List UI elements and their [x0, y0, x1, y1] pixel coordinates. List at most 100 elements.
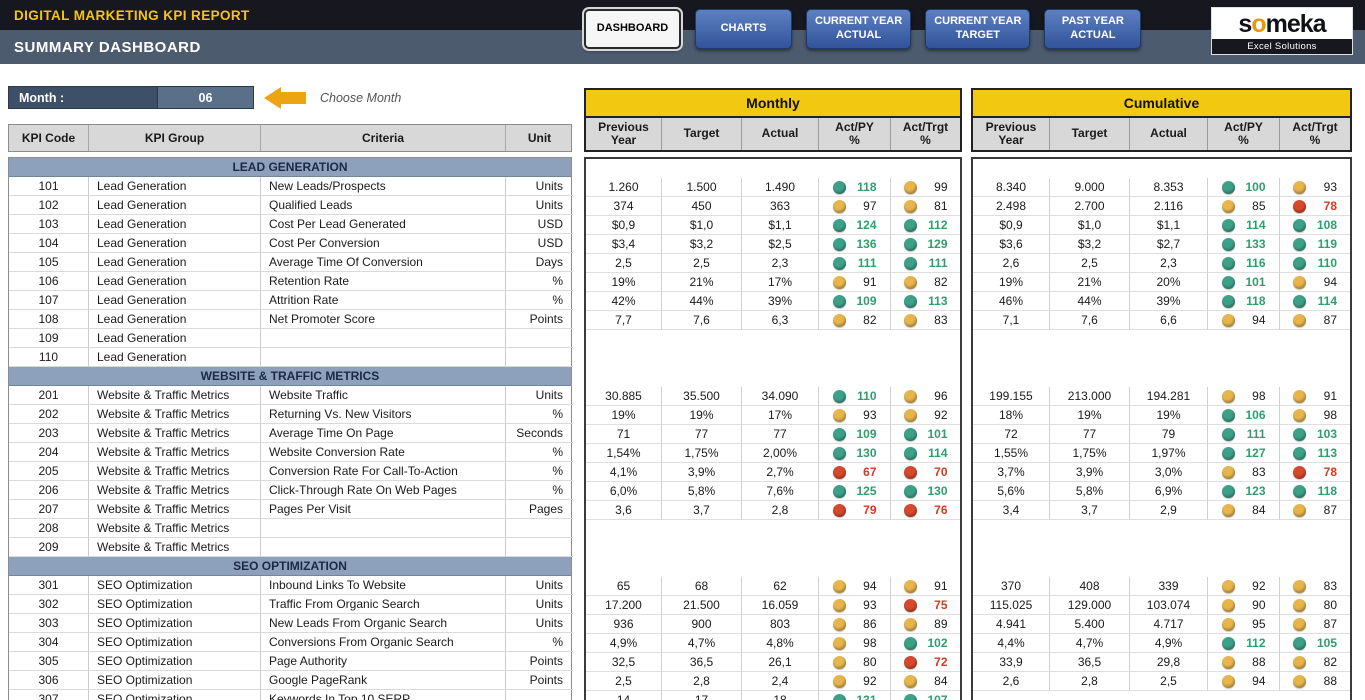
act-trgt-cell[interactable]: 113 [891, 292, 960, 311]
kpi-criteria-cell[interactable]: Website Traffic [261, 386, 506, 405]
kpi-unit-cell[interactable]: % [506, 462, 573, 481]
kpi-unit-cell[interactable]: % [506, 291, 573, 310]
previous-year-cell[interactable]: 1,55% [973, 444, 1050, 463]
actual-cell[interactable]: 2,5 [1130, 672, 1208, 691]
kpi-criteria-cell[interactable]: Net Promoter Score [261, 310, 506, 329]
act-trgt-cell[interactable]: 84 [891, 672, 960, 691]
kpi-group-cell[interactable]: SEO Optimization [89, 633, 261, 652]
nav-button-2[interactable]: CURRENT YEAR ACTUAL [806, 9, 912, 49]
act-trgt-cell[interactable]: 82 [1280, 653, 1350, 672]
kpi-criteria-cell[interactable] [261, 519, 506, 538]
kpi-code-cell[interactable]: 201 [9, 386, 89, 405]
previous-year-cell[interactable]: 30.885 [586, 387, 662, 406]
previous-year-cell[interactable]: 7,7 [586, 311, 662, 330]
previous-year-cell[interactable]: 2,5 [586, 672, 662, 691]
kpi-group-cell[interactable]: Lead Generation [89, 329, 261, 348]
act-py-cell[interactable]: 124 [819, 216, 891, 235]
target-cell[interactable]: 21% [662, 273, 742, 292]
target-cell[interactable]: 21.500 [662, 596, 742, 615]
target-cell[interactable]: 7,6 [662, 311, 742, 330]
actual-cell[interactable]: 39% [742, 292, 819, 311]
act-py-cell[interactable]: 83 [1208, 463, 1280, 482]
kpi-criteria-cell[interactable]: Inbound Links To Website [261, 576, 506, 595]
kpi-group-cell[interactable]: Website & Traffic Metrics [89, 386, 261, 405]
kpi-code-cell[interactable]: 302 [9, 595, 89, 614]
previous-year-cell[interactable]: 3,4 [973, 501, 1050, 520]
kpi-code-cell[interactable]: 203 [9, 424, 89, 443]
act-py-cell[interactable]: 133 [1208, 235, 1280, 254]
kpi-group-cell[interactable]: Website & Traffic Metrics [89, 443, 261, 462]
kpi-group-cell[interactable]: Website & Traffic Metrics [89, 424, 261, 443]
previous-year-cell[interactable]: 2,5 [586, 254, 662, 273]
act-py-cell[interactable]: 92 [819, 672, 891, 691]
act-trgt-cell[interactable]: 98 [1280, 406, 1350, 425]
act-py-cell[interactable]: 90 [1208, 596, 1280, 615]
kpi-criteria-cell[interactable] [261, 348, 506, 367]
act-py-cell[interactable]: 91 [819, 273, 891, 292]
target-cell[interactable]: 36,5 [1050, 653, 1130, 672]
kpi-code-cell[interactable]: 304 [9, 633, 89, 652]
act-py-cell[interactable]: 101 [1208, 273, 1280, 292]
act-py-cell[interactable]: 118 [1208, 292, 1280, 311]
actual-cell[interactable]: 26,1 [742, 653, 819, 672]
act-py-cell[interactable]: 98 [819, 634, 891, 653]
target-cell[interactable]: 2.700 [1050, 197, 1130, 216]
actual-cell[interactable]: $1,1 [1130, 216, 1208, 235]
actual-cell[interactable]: 18 [742, 691, 819, 700]
actual-cell[interactable]: 803 [742, 615, 819, 634]
kpi-unit-cell[interactable]: Units [506, 177, 573, 196]
previous-year-cell[interactable]: 7,1 [973, 311, 1050, 330]
kpi-group-cell[interactable]: Website & Traffic Metrics [89, 519, 261, 538]
previous-year-cell[interactable]: 3,7% [973, 463, 1050, 482]
act-py-cell[interactable]: 98 [1208, 387, 1280, 406]
act-trgt-cell[interactable]: 87 [1280, 311, 1350, 330]
kpi-criteria-cell[interactable]: Keywords In Top 10 SERP [261, 690, 506, 700]
previous-year-cell[interactable]: 1,54% [586, 444, 662, 463]
kpi-code-cell[interactable]: 303 [9, 614, 89, 633]
act-py-cell[interactable]: 106 [1208, 406, 1280, 425]
act-py-cell[interactable]: 131 [819, 691, 891, 700]
actual-cell[interactable]: 2,8 [742, 501, 819, 520]
kpi-unit-cell[interactable]: % [506, 272, 573, 291]
kpi-group-cell[interactable]: Website & Traffic Metrics [89, 481, 261, 500]
target-cell[interactable]: 9.000 [1050, 178, 1130, 197]
kpi-unit-cell[interactable]: Units [506, 614, 573, 633]
actual-cell[interactable]: 4.717 [1130, 615, 1208, 634]
act-py-cell[interactable]: 94 [1208, 311, 1280, 330]
kpi-group-cell[interactable]: Website & Traffic Metrics [89, 500, 261, 519]
act-trgt-cell[interactable]: 114 [1280, 292, 1350, 311]
kpi-unit-cell[interactable] [506, 329, 573, 348]
act-py-cell[interactable]: 80 [819, 653, 891, 672]
kpi-code-cell[interactable]: 207 [9, 500, 89, 519]
act-py-cell[interactable]: 93 [819, 406, 891, 425]
kpi-criteria-cell[interactable]: Click-Through Rate On Web Pages [261, 481, 506, 500]
kpi-code-cell[interactable]: 110 [9, 348, 89, 367]
previous-year-cell[interactable]: 2.498 [973, 197, 1050, 216]
target-cell[interactable]: 19% [1050, 406, 1130, 425]
kpi-unit-cell[interactable]: Units [506, 595, 573, 614]
kpi-unit-cell[interactable]: Points [506, 652, 573, 671]
actual-cell[interactable]: 8.353 [1130, 178, 1208, 197]
act-trgt-cell[interactable]: 76 [891, 501, 960, 520]
kpi-code-cell[interactable]: 101 [9, 177, 89, 196]
act-trgt-cell[interactable]: 75 [891, 596, 960, 615]
kpi-unit-cell[interactable]: USD [506, 215, 573, 234]
kpi-group-cell[interactable]: Lead Generation [89, 215, 261, 234]
previous-year-cell[interactable]: 2,6 [973, 254, 1050, 273]
act-py-cell[interactable]: 109 [819, 425, 891, 444]
target-cell[interactable]: 3,7 [662, 501, 742, 520]
month-value-cell[interactable]: 06 [157, 87, 253, 108]
kpi-group-cell[interactable]: Lead Generation [89, 291, 261, 310]
kpi-criteria-cell[interactable]: Website Conversion Rate [261, 443, 506, 462]
actual-cell[interactable]: 19% [1130, 406, 1208, 425]
act-py-cell[interactable]: 94 [1208, 672, 1280, 691]
nav-button-3[interactable]: CURRENT YEAR TARGET [925, 9, 1031, 49]
act-trgt-cell[interactable]: 130 [891, 482, 960, 501]
act-trgt-cell[interactable]: 82 [891, 273, 960, 292]
actual-cell[interactable]: 2,00% [742, 444, 819, 463]
previous-year-cell[interactable]: 71 [586, 425, 662, 444]
actual-cell[interactable]: 34.090 [742, 387, 819, 406]
target-cell[interactable]: 129.000 [1050, 596, 1130, 615]
kpi-group-cell[interactable]: Lead Generation [89, 310, 261, 329]
kpi-unit-cell[interactable]: Units [506, 576, 573, 595]
